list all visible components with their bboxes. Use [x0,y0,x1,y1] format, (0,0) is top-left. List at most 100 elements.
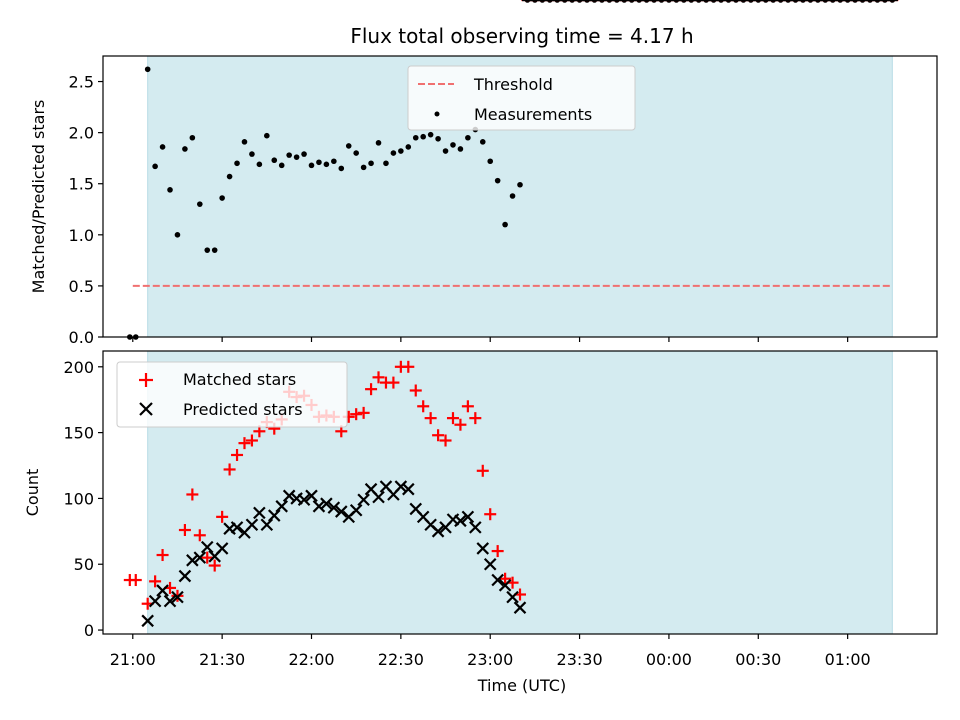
top-y-tick-label: 2.5 [69,73,94,92]
measurement-point [487,158,494,165]
bottom-y-tick-label: 0 [84,621,94,640]
measurement-point [479,139,486,145]
matched-star-point [372,371,385,384]
predicted-star-point [193,551,207,564]
measurement-point [182,146,188,152]
matched-star-point [499,572,512,585]
measurement-point [338,165,345,172]
measurement-point [427,131,434,138]
x-tick-label: 23:30 [557,650,603,669]
predicted-star-point [156,584,169,597]
predicted-stars-legend-label: Predicted stars [183,400,303,419]
predicted-star-point [320,497,333,510]
predicted-star-b [253,506,266,520]
measurement-point [331,158,337,165]
predicted-star-b [215,542,229,555]
predicted-star-b [245,518,259,532]
measurement-point [502,221,508,228]
matched-stars-legend-swatch [139,373,153,387]
x-tick-label: 00:00 [646,650,692,669]
measurements-legend-label: Measurements [474,105,592,124]
top-y-tick-label: 0.0 [69,328,94,347]
predicted-star-point [230,521,244,534]
predicted-star-b [394,480,408,493]
predicted-star-b [424,518,437,532]
measurement-point [368,160,374,167]
predicted-star-b [491,573,504,587]
matched-star-point [476,464,489,477]
measurement-point [494,177,501,184]
measurement-point [450,142,456,148]
measurement-point [390,150,397,156]
measurement-point [398,148,404,154]
measurement-point [197,201,203,207]
measurement-point [167,187,173,193]
top-y-axis-ticks: 0.0 0.5 1.0 1.5 2.0 2.5 [69,73,103,347]
predicted-star-b [171,590,184,604]
matched-star-point [216,510,229,523]
measurement-point [219,195,225,201]
predicted-star-point [200,540,214,554]
matched-star-point [238,437,251,450]
threshold-legend-label: Threshold [473,75,553,94]
predicted-star-b [186,554,199,567]
predicted-star-b [416,510,430,524]
predicted-star-point [335,505,348,518]
predicted-star-b [193,551,207,564]
predicted-star-point [483,557,497,571]
predicted-star-b [141,614,154,628]
top-y-tick-label: 2.0 [69,124,94,143]
measurement-point [159,144,166,150]
predicted-star-b [469,521,482,534]
bottom-y-axis-label: Count [23,469,42,517]
matched-star-point [469,412,482,425]
measurement-point [293,154,300,160]
predicted-star-point [469,521,482,534]
predicted-star-point [431,525,445,538]
predicted-star-b [163,594,177,608]
measurement-point [442,148,449,154]
matched-star-point [417,400,430,413]
matched-star-point [491,545,504,558]
top-y-tick-label: 1.5 [69,175,94,194]
matched-star-point [350,408,363,421]
matched-star-point [387,376,400,389]
top-panel: 0.0 0.5 1.0 1.5 2.0 2.5 Matched/Predicted sta… [29,0,938,347]
x-tick-label: 22:30 [378,650,424,669]
predicted-star-b [335,505,348,518]
matched-star-point [231,448,244,461]
predicted-star-b [379,480,393,493]
top-plot-frame [102,55,938,338]
matched-star-point [409,384,422,397]
matched-star-point [129,574,142,587]
measurement-point [286,152,292,158]
predicted-star-b [402,482,415,496]
bottom-y-tick-label: 200 [63,358,94,377]
measurement-point [435,135,441,142]
measurement-point [264,132,270,139]
predicted-stars-points [141,0,898,628]
measurement-point [174,232,181,238]
predicted-star-b [148,594,162,608]
matched-star-point [439,434,452,447]
predicted-star-point [267,509,281,522]
matched-star-point [208,559,221,572]
matched-star-point [365,383,378,396]
x-tick-label: 22:00 [288,650,334,669]
predicted-star-b [372,490,385,504]
matched-star-point [484,508,497,521]
predicted-star-b [320,497,333,510]
predicted-star-b [454,514,467,528]
predicted-star-point [178,569,192,583]
matched-stars-legend-label: Matched stars [183,370,296,389]
measurement-point [323,161,330,168]
top-legend-box [407,65,636,131]
measurement-point [308,162,315,169]
measurement-point [234,160,240,167]
measurement-point [345,143,352,149]
predicted-star-point [215,542,229,555]
predicted-star-point [148,594,162,608]
measurement-point [383,160,389,167]
measurement-point [256,161,263,168]
predicted-star-point [513,601,527,614]
